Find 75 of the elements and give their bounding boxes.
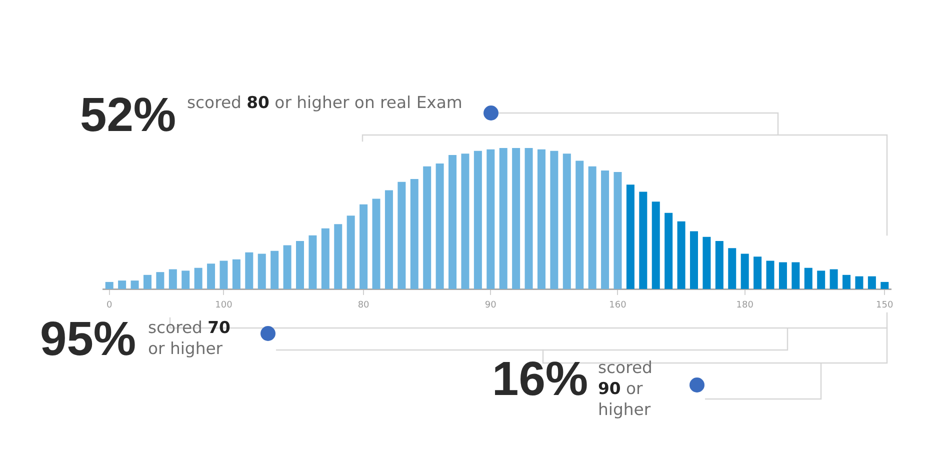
text: scored 80 or higher on real Exam (187, 93, 462, 112)
bar (804, 268, 812, 289)
bar (194, 268, 202, 289)
bar (384, 190, 393, 289)
bar (258, 254, 266, 289)
text: scored 70 or higher (148, 318, 230, 358)
x-tick-label: 90 (484, 300, 497, 311)
bar (105, 282, 114, 289)
bar (778, 262, 787, 289)
text: 95% (40, 313, 136, 366)
bar (588, 166, 596, 289)
bar (474, 150, 482, 289)
bar (715, 241, 724, 289)
bar (576, 160, 584, 289)
bar (830, 269, 838, 289)
bar (283, 245, 292, 289)
bar (182, 270, 190, 289)
text: 52% (80, 89, 176, 142)
bar (690, 231, 698, 289)
bar (855, 276, 864, 289)
bar (550, 150, 558, 289)
bar (601, 170, 610, 289)
bar (537, 149, 546, 289)
bar (372, 198, 380, 289)
bar (677, 221, 686, 289)
bar (334, 224, 342, 289)
bar (232, 259, 240, 289)
bar (652, 202, 660, 289)
bar (308, 235, 317, 289)
bar (156, 272, 164, 289)
bar (461, 154, 470, 289)
bar (880, 282, 889, 289)
x-tick-label: 0 (106, 300, 112, 311)
bar (740, 254, 749, 289)
bar (626, 184, 634, 289)
x-tick-label: 180 (736, 300, 754, 311)
bar (118, 280, 126, 289)
bar (562, 154, 571, 289)
bar (512, 148, 520, 289)
bar (499, 148, 508, 289)
bar (410, 179, 418, 289)
bar (868, 276, 876, 289)
bar (817, 270, 826, 289)
x-tick-label: 80 (358, 300, 370, 311)
text: scored 90 or higher (598, 358, 652, 419)
bar (664, 212, 673, 289)
bar (639, 192, 648, 289)
bar (524, 148, 533, 289)
bar (423, 166, 432, 289)
bar (754, 256, 762, 289)
bar (728, 248, 736, 289)
bar (143, 274, 152, 289)
bar (436, 164, 444, 289)
bar (398, 182, 406, 289)
bar (207, 264, 216, 289)
bar (130, 280, 139, 289)
bar (842, 274, 851, 289)
bar (245, 252, 254, 289)
bar (766, 260, 774, 289)
x-tick-label: 160 (609, 300, 627, 311)
text: 16% (492, 353, 588, 406)
bar (270, 250, 279, 289)
bar (486, 149, 495, 289)
bar (220, 260, 228, 289)
bar (321, 228, 330, 289)
bar (346, 216, 355, 289)
bar (614, 172, 622, 289)
bar (296, 241, 304, 289)
bar (792, 262, 800, 289)
bar (702, 236, 711, 289)
x-tick-label: 100 (215, 300, 233, 311)
bar (448, 155, 457, 289)
x-tick-label: 150 (876, 300, 894, 311)
bar (168, 269, 177, 289)
bar (360, 204, 368, 289)
